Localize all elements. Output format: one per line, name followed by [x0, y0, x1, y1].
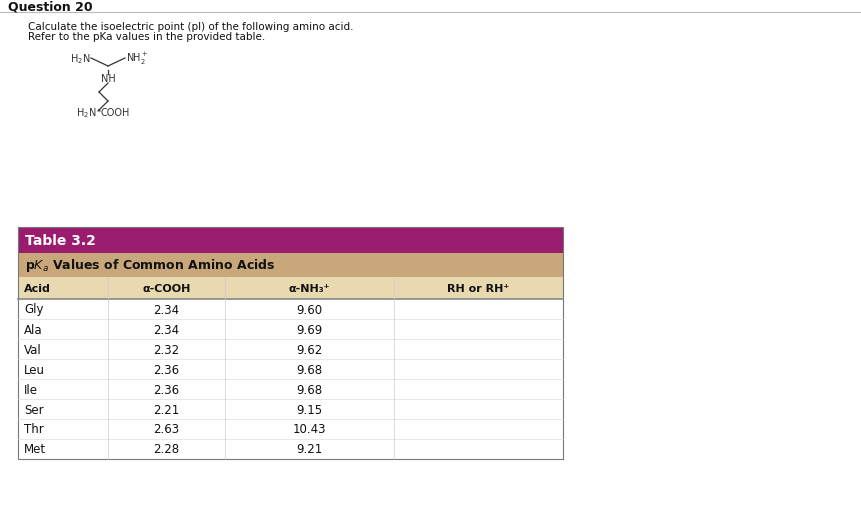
Text: 2.21: 2.21 [153, 402, 179, 416]
Bar [18, 228, 562, 254]
Text: COOH: COOH [101, 108, 130, 118]
Text: 9.62: 9.62 [296, 343, 322, 356]
Text: Met: Met [24, 442, 46, 456]
Bar [18, 359, 562, 379]
Bar [18, 379, 562, 399]
Text: 9.21: 9.21 [296, 442, 322, 456]
Text: α-COOH: α-COOH [142, 283, 190, 293]
Text: 2.63: 2.63 [153, 423, 179, 436]
Text: Thr: Thr [24, 423, 44, 436]
Text: 9.60: 9.60 [296, 303, 322, 316]
Bar [18, 277, 562, 299]
Text: Acid: Acid [24, 283, 51, 293]
Text: 10.43: 10.43 [293, 423, 326, 436]
Text: Table 3.2: Table 3.2 [25, 233, 96, 247]
Text: Question 20: Question 20 [8, 1, 92, 14]
Text: Gly: Gly [24, 303, 43, 316]
Bar [18, 399, 562, 419]
Text: H$_2$N: H$_2$N [76, 106, 96, 120]
Text: Ala: Ala [24, 323, 42, 336]
Text: Ile: Ile [24, 383, 38, 396]
Text: α-NH₃⁺: α-NH₃⁺ [288, 283, 330, 293]
Text: 9.68: 9.68 [296, 383, 322, 396]
Bar [18, 419, 562, 439]
Text: p$K_a$ Values of Common Amino Acids: p$K_a$ Values of Common Amino Acids [25, 257, 276, 274]
Text: 9.15: 9.15 [296, 402, 322, 416]
Text: H$_2$N: H$_2$N [70, 52, 90, 66]
Text: 2.34: 2.34 [153, 303, 179, 316]
Text: 2.36: 2.36 [153, 383, 179, 396]
Bar [18, 339, 562, 359]
Bar [18, 299, 562, 319]
Text: Calculate the isoelectric point (pI) of the following amino acid.: Calculate the isoelectric point (pI) of … [28, 22, 353, 32]
Text: 9.69: 9.69 [296, 323, 322, 336]
Text: 2.34: 2.34 [153, 323, 179, 336]
Text: Val: Val [24, 343, 41, 356]
Bar [18, 254, 562, 277]
Text: 2.32: 2.32 [153, 343, 179, 356]
Text: Ser: Ser [24, 402, 44, 416]
Text: 2.28: 2.28 [153, 442, 179, 456]
Bar [18, 228, 562, 459]
Text: 2.36: 2.36 [153, 363, 179, 376]
Bar [18, 439, 562, 459]
Bar [18, 319, 562, 339]
Text: Refer to the pKa values in the provided table.: Refer to the pKa values in the provided … [28, 32, 265, 42]
Text: RH or RH⁺: RH or RH⁺ [447, 283, 509, 293]
Text: 9.68: 9.68 [296, 363, 322, 376]
Text: NH: NH [101, 74, 115, 84]
Text: NH$_2^+$: NH$_2^+$ [126, 51, 148, 67]
Text: Leu: Leu [24, 363, 45, 376]
